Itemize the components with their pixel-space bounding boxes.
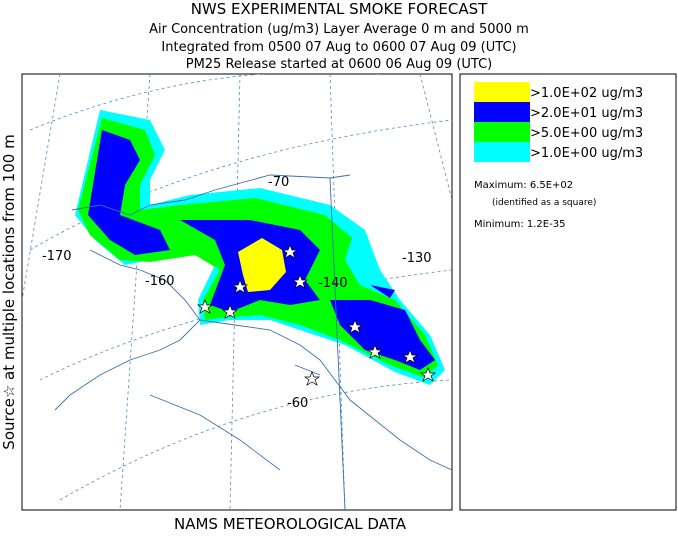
- legend-swatch: [474, 102, 530, 122]
- source-markers: [196, 244, 437, 386]
- legend-swatch: [474, 122, 530, 142]
- footer: NAMS METEOROLOGICAL DATA: [174, 515, 407, 532]
- side-label: Source☆ at multiple locations from 100 m: [0, 134, 18, 449]
- map-label: -140: [318, 276, 348, 291]
- map-label: -60: [287, 396, 308, 411]
- title: NWS EXPERIMENTAL SMOKE FORECAST: [191, 0, 488, 18]
- legend-label: >5.0E+00 ug/m3: [530, 126, 643, 141]
- smoke-yellow: [238, 238, 286, 292]
- coastline: [54, 174, 452, 510]
- subtitle: PM25 Release started at 0600 06 Aug 09 (…: [186, 57, 493, 72]
- legend-maximum-note: (identified as a square): [492, 198, 596, 208]
- map-label: -160: [145, 274, 175, 289]
- subtitle: Integrated from 0500 07 Aug to 0600 07 A…: [161, 40, 516, 55]
- legend-label: >2.0E+01 ug/m3: [530, 106, 643, 121]
- subtitle: Air Concentration (ug/m3) Layer Average …: [149, 22, 529, 37]
- map-label: -170: [42, 249, 72, 264]
- legend-label: >1.0E+00 ug/m3: [530, 146, 643, 161]
- map-label: -70: [268, 175, 289, 190]
- legend-swatch: [474, 142, 530, 162]
- legend-label: >1.0E+02 ug/m3: [530, 86, 643, 101]
- map-label: -130: [402, 251, 432, 266]
- legend-minimum: Minimum: 1.2E-35: [474, 219, 565, 230]
- legend: Maximum: 6.5E+02 (identified as a square…: [459, 73, 677, 511]
- map: -170 -160 -70 -140 -130 -60: [21, 73, 453, 511]
- legend-maximum: Maximum: 6.5E+02: [474, 180, 573, 191]
- legend-swatch: [474, 82, 530, 102]
